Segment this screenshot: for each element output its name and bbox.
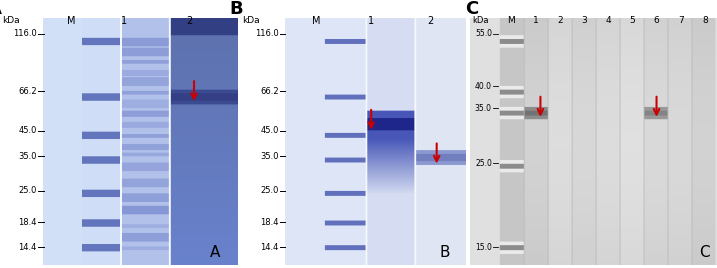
Text: 4: 4 bbox=[605, 16, 611, 25]
Text: 1: 1 bbox=[121, 16, 128, 26]
Text: 66.2: 66.2 bbox=[18, 87, 37, 96]
Text: C: C bbox=[465, 0, 478, 18]
Text: 2: 2 bbox=[557, 16, 563, 25]
Text: 45.0: 45.0 bbox=[19, 126, 37, 135]
Text: M: M bbox=[508, 16, 516, 25]
Text: 14.4: 14.4 bbox=[19, 243, 37, 252]
Text: 2: 2 bbox=[186, 16, 192, 26]
Text: kDa: kDa bbox=[242, 16, 260, 25]
Text: 7: 7 bbox=[678, 16, 683, 25]
Text: 1: 1 bbox=[533, 16, 538, 25]
Text: B: B bbox=[440, 245, 450, 260]
Text: 1: 1 bbox=[368, 16, 374, 26]
Text: 40.0: 40.0 bbox=[475, 82, 492, 91]
Text: M: M bbox=[312, 16, 320, 26]
Text: 5: 5 bbox=[630, 16, 635, 25]
Text: 25.0: 25.0 bbox=[475, 159, 492, 168]
Text: 8: 8 bbox=[702, 16, 708, 25]
Text: B: B bbox=[229, 0, 242, 18]
Text: 35.0: 35.0 bbox=[475, 103, 492, 113]
Text: 66.2: 66.2 bbox=[260, 87, 279, 96]
Text: 25.0: 25.0 bbox=[260, 186, 279, 195]
Text: 3: 3 bbox=[581, 16, 587, 25]
Text: A: A bbox=[0, 0, 2, 18]
Text: 116.0: 116.0 bbox=[255, 29, 279, 38]
Text: C: C bbox=[699, 245, 710, 260]
Text: 55.0: 55.0 bbox=[475, 29, 492, 38]
Text: 14.4: 14.4 bbox=[260, 243, 279, 252]
Text: kDa: kDa bbox=[2, 16, 20, 25]
Text: 18.4: 18.4 bbox=[18, 218, 37, 227]
Text: A: A bbox=[209, 245, 220, 260]
Text: 25.0: 25.0 bbox=[19, 186, 37, 195]
Text: 2: 2 bbox=[427, 16, 433, 26]
Text: 45.0: 45.0 bbox=[260, 126, 279, 135]
Text: M: M bbox=[67, 16, 75, 26]
Text: 6: 6 bbox=[654, 16, 660, 25]
Text: 18.4: 18.4 bbox=[260, 218, 279, 227]
Text: 35.0: 35.0 bbox=[260, 152, 279, 161]
Text: 116.0: 116.0 bbox=[13, 29, 37, 38]
Text: 35.0: 35.0 bbox=[18, 152, 37, 161]
Text: kDa: kDa bbox=[472, 16, 488, 25]
Text: 15.0: 15.0 bbox=[475, 243, 492, 252]
